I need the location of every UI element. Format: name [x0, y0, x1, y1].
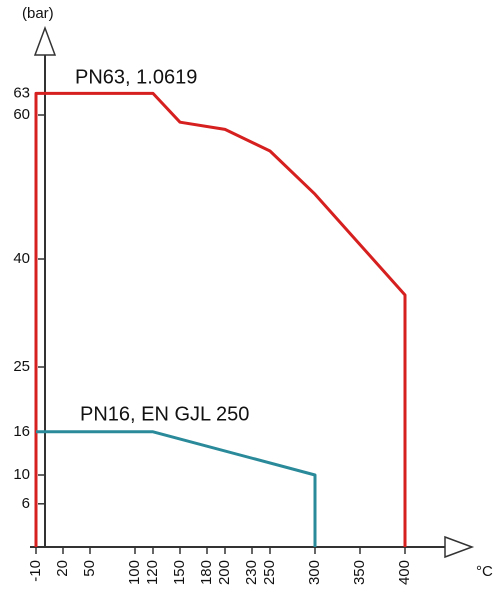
series-line: [34, 91, 407, 547]
x-tick-label: 200: [216, 560, 233, 585]
y-axis-label: (bar): [22, 5, 54, 22]
x-axis-arrow: [444, 535, 475, 559]
series-label: PN63, 1.0619: [75, 66, 197, 88]
x-tick-label: 180: [198, 560, 215, 585]
y-tick-label: 10: [13, 466, 30, 483]
y-tick-label: 60: [13, 106, 30, 123]
y-tick-label: 16: [13, 423, 30, 440]
y-axis-arrow: [33, 25, 57, 56]
x-tick-label: 350: [351, 560, 368, 585]
x-tick-label: 150: [171, 560, 188, 585]
x-axis-label: °C: [476, 563, 493, 580]
x-tick-label: 250: [261, 560, 278, 585]
x-tick-label: -10: [27, 560, 44, 582]
x-tick-label: 100: [126, 560, 143, 585]
x-tick-label: 20: [54, 560, 71, 577]
x-tick-label: 120: [144, 560, 161, 585]
x-tick-label: 230: [243, 560, 260, 585]
x-tick-label: 300: [306, 560, 323, 585]
x-tick-label: 50: [81, 560, 98, 577]
y-tick-label: 63: [13, 84, 30, 101]
y-tick-label: 40: [13, 250, 30, 267]
y-tick-label: 6: [22, 495, 30, 512]
y-tick-label: 25: [13, 358, 30, 375]
series-line: [36, 430, 317, 547]
series-label: PN16, EN GJL 250: [80, 403, 249, 425]
x-tick-label: 400: [396, 560, 413, 585]
